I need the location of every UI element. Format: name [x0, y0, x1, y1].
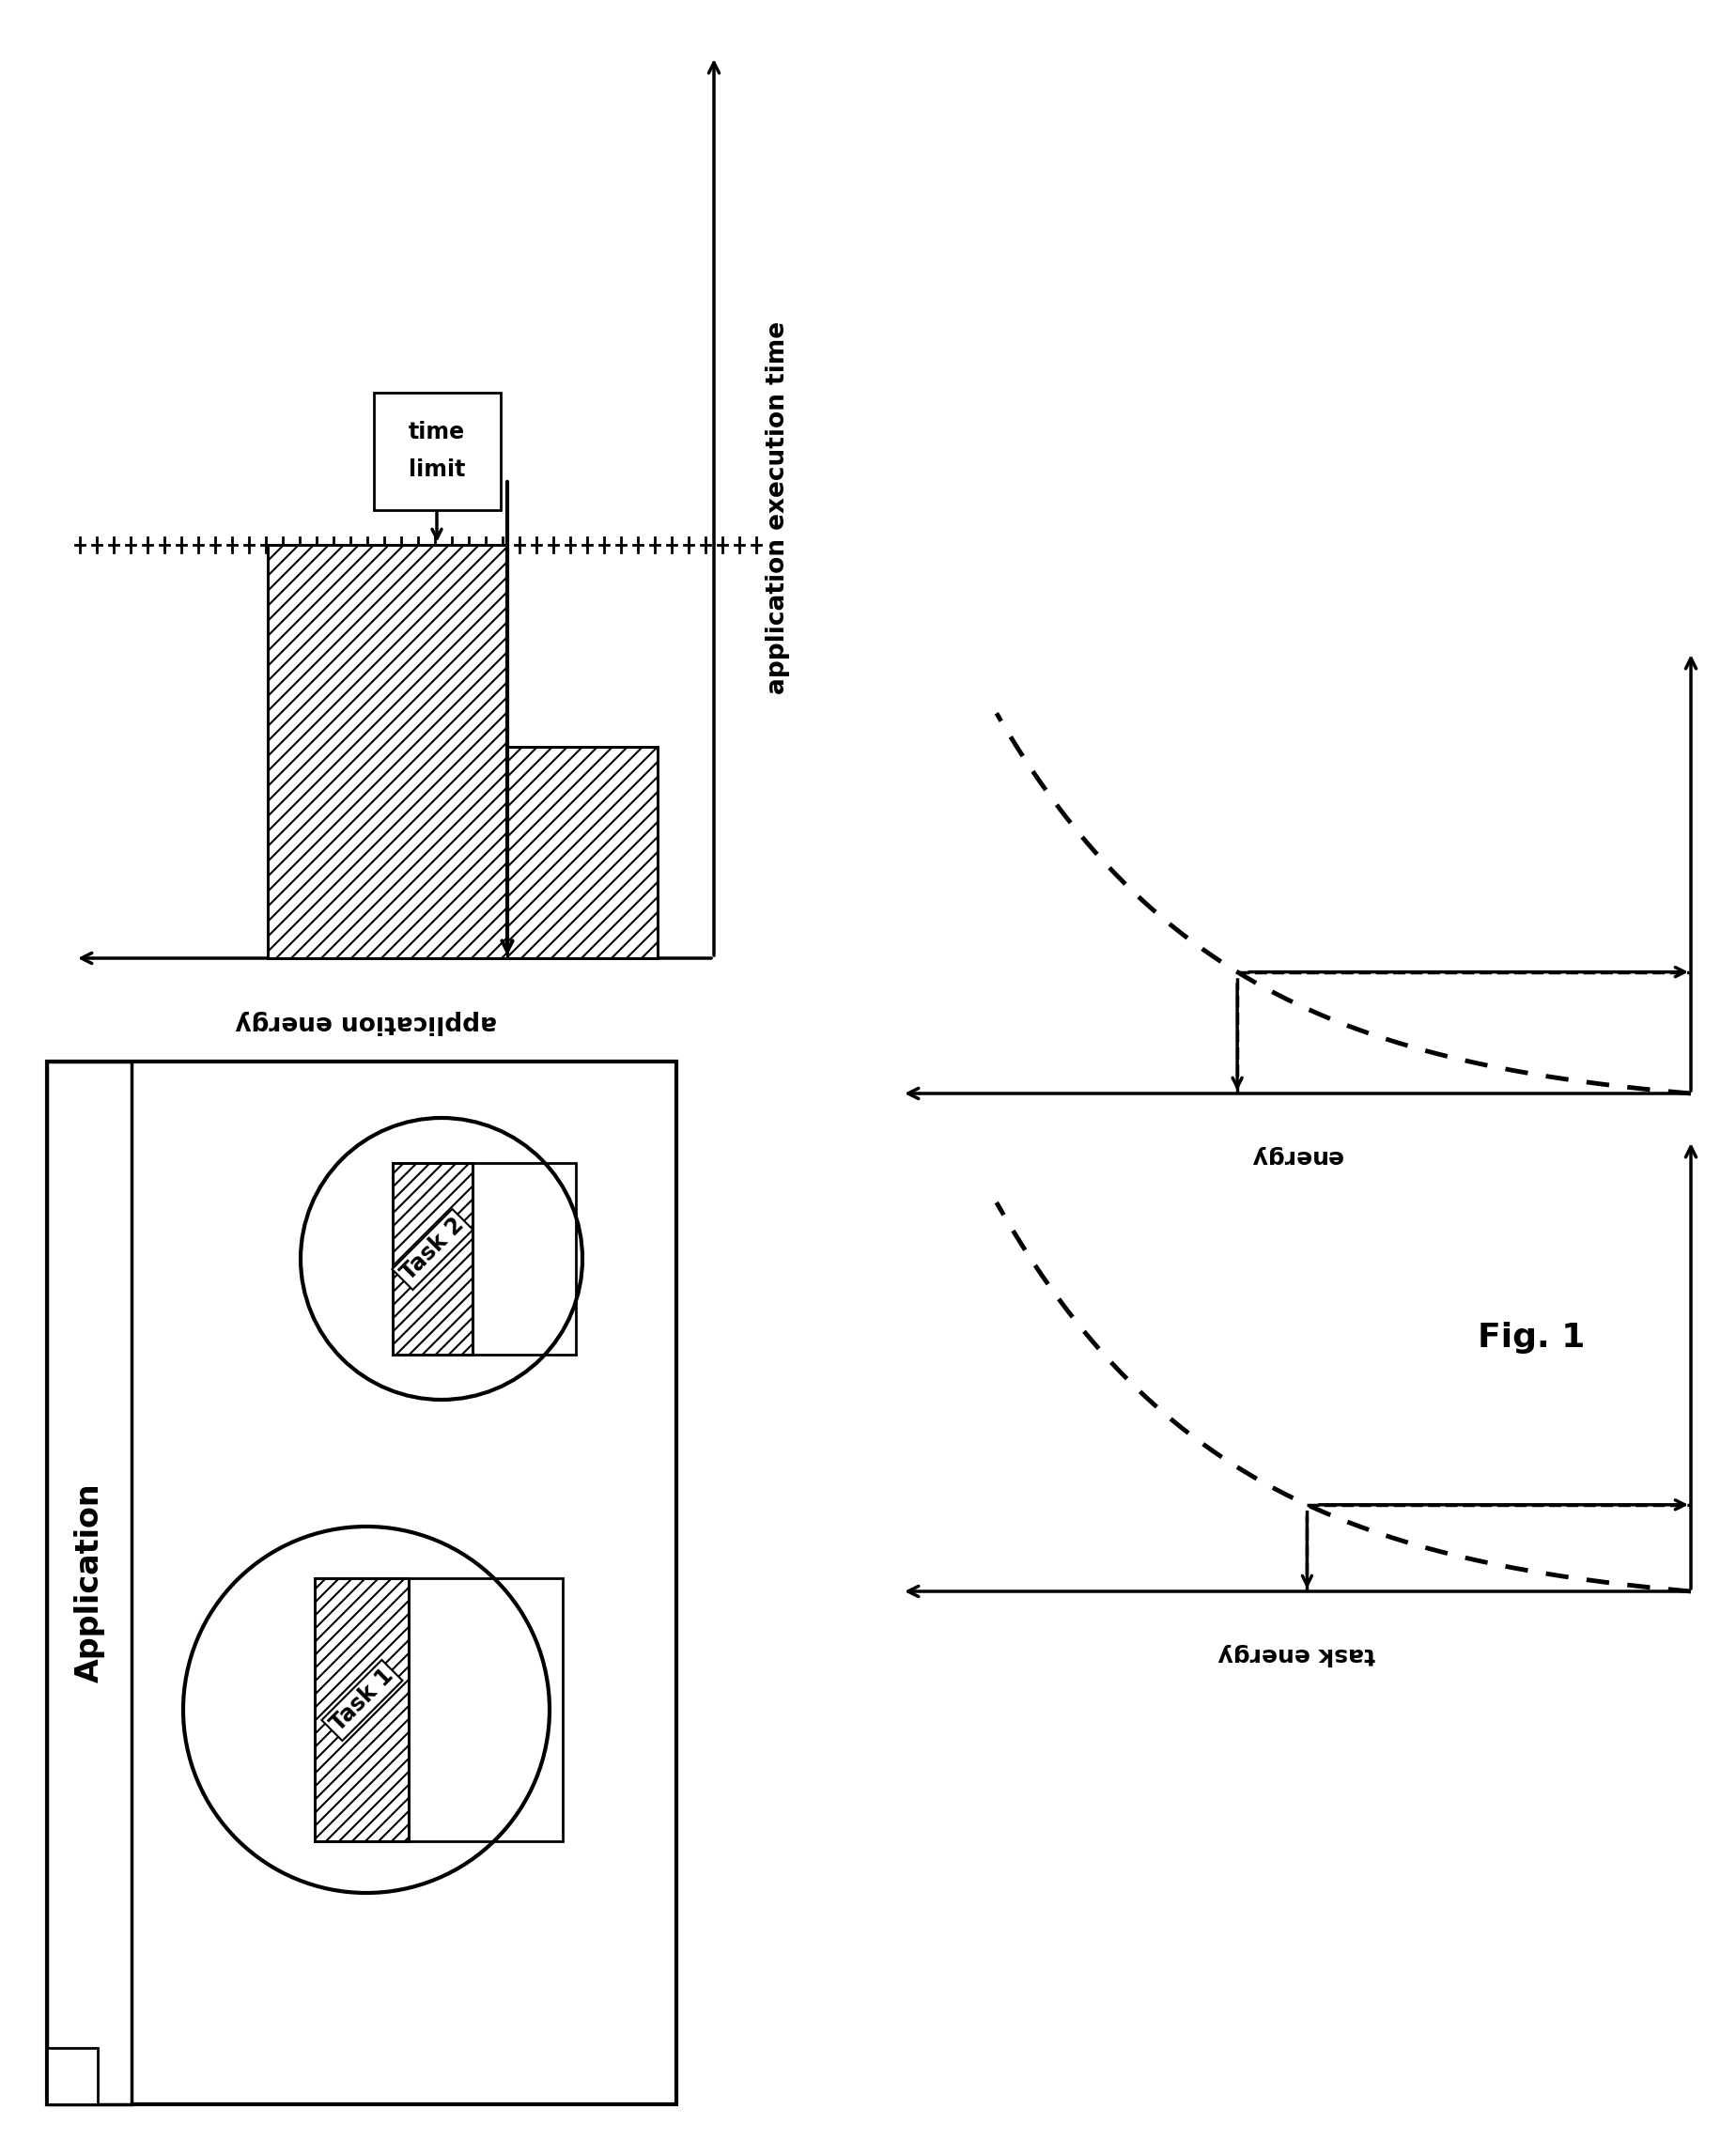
Bar — [472, 1164, 575, 1355]
Bar — [267, 545, 507, 959]
Text: Fig. 1: Fig. 1 — [1477, 1321, 1585, 1353]
Bar — [267, 545, 507, 959]
Bar — [410, 1577, 562, 1843]
Bar — [47, 1062, 677, 2103]
Text: energy: energy — [1250, 1144, 1342, 1168]
Text: time: time — [408, 420, 465, 444]
Bar — [47, 2047, 97, 2103]
Bar — [314, 1577, 410, 1843]
Text: Application: Application — [73, 1483, 104, 1683]
Bar — [314, 1577, 410, 1843]
Bar — [373, 392, 500, 509]
Text: task energy: task energy — [1217, 1642, 1375, 1666]
Bar — [507, 748, 658, 959]
Text: Task 1: Task 1 — [326, 1664, 398, 1737]
Bar — [392, 1164, 472, 1355]
Text: Task 2: Task 2 — [398, 1213, 469, 1284]
Text: application energy: application energy — [236, 1011, 496, 1034]
Text: application execution time: application execution time — [766, 321, 790, 694]
Text: limit: limit — [408, 459, 465, 481]
Bar — [47, 1062, 132, 2103]
Bar — [507, 748, 658, 959]
Bar — [392, 1164, 472, 1355]
